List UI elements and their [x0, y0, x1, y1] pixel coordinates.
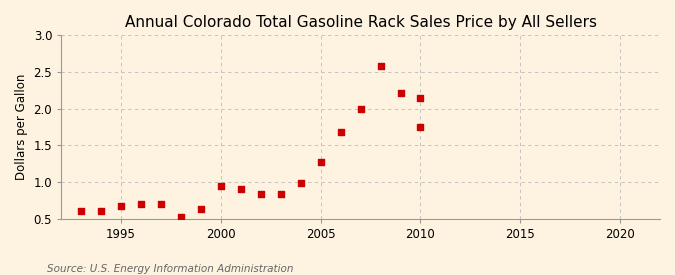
Point: [156, 202, 167, 206]
Point: [255, 192, 266, 196]
Text: Source: U.S. Energy Information Administration: Source: U.S. Energy Information Administ…: [47, 264, 294, 274]
Point: [196, 207, 207, 211]
Point: [375, 64, 386, 68]
Point: [215, 183, 226, 188]
Point: [296, 181, 306, 185]
Point: [335, 130, 346, 134]
Title: Annual Colorado Total Gasoline Rack Sales Price by All Sellers: Annual Colorado Total Gasoline Rack Sale…: [125, 15, 597, 30]
Point: [236, 186, 246, 191]
Y-axis label: Dollars per Gallon: Dollars per Gallon: [15, 74, 28, 180]
Point: [176, 214, 186, 219]
Point: [395, 91, 406, 95]
Point: [355, 106, 366, 111]
Point: [275, 192, 286, 196]
Point: [96, 208, 107, 213]
Point: [115, 203, 126, 208]
Point: [315, 159, 326, 164]
Point: [415, 96, 426, 101]
Point: [136, 202, 146, 206]
Point: [415, 125, 426, 129]
Point: [76, 209, 86, 214]
